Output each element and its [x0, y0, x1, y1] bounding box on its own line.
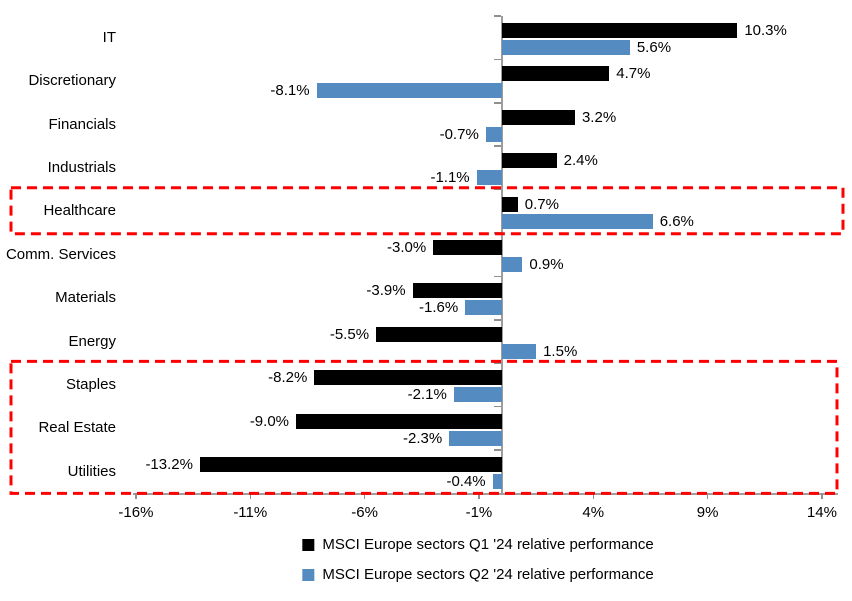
category-label: Discretionary — [28, 72, 116, 90]
value-axis-tick — [478, 493, 480, 500]
legend-swatch-q1-icon — [302, 539, 315, 551]
category-label: Real Estate — [38, 419, 116, 437]
value-axis-tick — [821, 493, 823, 500]
legend-label-q2: MSCI Europe sectors Q2 '24 relative perf… — [322, 566, 654, 583]
bar-q1 — [199, 457, 502, 472]
value-label: -0.7% — [439, 125, 479, 143]
category-label: Financials — [48, 115, 116, 133]
value-axis-tick — [363, 493, 366, 500]
value-label: 6.6% — [659, 212, 694, 230]
category-axis-tick — [493, 275, 501, 278]
bar-q1 — [501, 196, 518, 212]
value-label: -1.1% — [430, 169, 470, 187]
legend-item-q1: MSCI Europe sectors Q1 '24 relative perf… — [302, 536, 654, 554]
category-axis-tick — [493, 232, 501, 234]
category-label: Comm. Services — [5, 245, 116, 263]
value-label: 5.6% — [636, 39, 672, 56]
value-label: 0.9% — [529, 256, 564, 273]
legend: MSCI Europe sectors Q1 '24 relative perf… — [302, 536, 654, 584]
value-axis-tick — [135, 493, 137, 500]
value-axis-tick — [249, 493, 252, 500]
value-label: 0.7% — [524, 195, 559, 213]
category-label: IT — [102, 28, 116, 46]
value-label: -9.0% — [249, 412, 289, 430]
category-label: Industrials — [47, 158, 116, 176]
value-label: -8.2% — [268, 369, 308, 387]
value-axis-tick — [706, 493, 709, 500]
bar-q1 — [376, 326, 502, 342]
x-tick-label: 9% — [696, 504, 719, 521]
value-label: -3.9% — [366, 282, 406, 300]
legend-item-q2: MSCI Europe sectors Q2 '24 relative perf… — [302, 566, 654, 584]
value-label: -5.5% — [329, 325, 370, 343]
value-label: 4.7% — [616, 65, 651, 83]
bar-q2 — [501, 257, 523, 272]
value-label: -1.6% — [419, 299, 459, 317]
value-label: 1.5% — [543, 342, 578, 360]
category-axis-tick — [493, 102, 501, 104]
category-label: Energy — [68, 332, 116, 350]
bar-q1 — [501, 109, 575, 125]
bar-q2 — [476, 170, 502, 186]
category-axis-tick — [493, 188, 501, 191]
bar-q2 — [485, 126, 502, 142]
category-axis-tick — [493, 449, 501, 451]
bar-q1 — [501, 23, 738, 38]
bar-q2 — [501, 40, 630, 55]
bar-q2 — [501, 343, 537, 359]
bar-q2 — [465, 300, 502, 316]
value-label: -2.3% — [403, 429, 443, 447]
value-axis-tick — [592, 493, 594, 500]
category-axis-tick — [493, 405, 501, 408]
x-tick-label: 4% — [582, 504, 605, 521]
value-label: -2.1% — [407, 386, 447, 404]
bar-q2 — [316, 83, 502, 99]
category-axis-tick — [493, 319, 501, 321]
highlight-box — [9, 186, 845, 236]
x-tick-label: -1% — [465, 504, 493, 521]
value-label: -3.0% — [387, 239, 427, 256]
x-tick-label: 14% — [806, 504, 837, 521]
category-axis-tick — [493, 362, 501, 364]
category-axis-tick — [493, 145, 501, 147]
value-label: 10.3% — [744, 22, 787, 39]
value-label: 3.2% — [581, 108, 617, 126]
value-label: -0.4% — [446, 473, 486, 490]
bar-q1 — [296, 413, 502, 429]
legend-label-q1: MSCI Europe sectors Q1 '24 relative perf… — [322, 536, 654, 553]
legend-swatch-q2-icon — [302, 569, 315, 581]
bar-q2 — [492, 474, 502, 489]
bar-q1 — [501, 153, 557, 169]
bar-q1 — [412, 283, 502, 299]
category-label: Utilities — [67, 462, 116, 480]
value-label: -13.2% — [145, 456, 193, 473]
value-label: -8.1% — [270, 82, 310, 100]
category-axis-line — [500, 16, 503, 494]
category-label: Healthcare — [43, 202, 116, 220]
bar-q1 — [314, 370, 502, 386]
bar-q1 — [501, 66, 610, 82]
bar-q1 — [433, 240, 502, 255]
value-axis-line — [133, 493, 838, 495]
value-label: 2.4% — [563, 152, 598, 170]
category-label: Staples — [65, 375, 116, 393]
bar-q2 — [501, 213, 653, 229]
x-tick-label: -6% — [351, 504, 378, 521]
category-label: Materials — [55, 289, 116, 307]
category-axis-tick — [493, 15, 501, 17]
x-tick-label: -11% — [233, 504, 268, 521]
bar-q2 — [449, 430, 502, 446]
bar-q2 — [453, 387, 502, 403]
category-axis-tick — [493, 58, 501, 61]
x-tick-label: -16% — [118, 504, 154, 521]
